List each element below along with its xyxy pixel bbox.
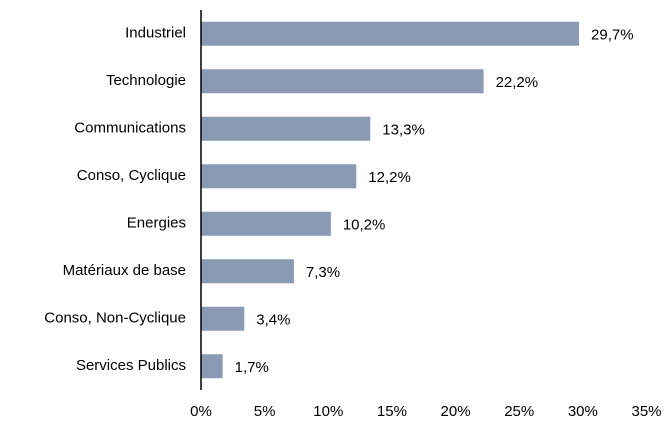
x-tick-label: 35% xyxy=(631,403,661,420)
value-label: 29,7% xyxy=(591,27,634,44)
bar xyxy=(201,69,484,94)
bar xyxy=(201,211,331,236)
value-label: 22,2% xyxy=(496,74,539,91)
value-label: 12,2% xyxy=(368,169,411,186)
value-label: 13,3% xyxy=(382,122,425,139)
value-label: 3,4% xyxy=(256,312,290,329)
y-tick-label: Services Publics xyxy=(76,357,186,374)
value-label: 10,2% xyxy=(343,217,386,234)
x-tick-label: 0% xyxy=(190,403,212,420)
y-tick-label: Technologie xyxy=(106,72,186,89)
value-label: 1,7% xyxy=(235,359,269,376)
x-tick-label: 15% xyxy=(377,403,407,420)
x-tick-label: 10% xyxy=(313,403,343,420)
x-tick-label: 20% xyxy=(441,403,471,420)
y-tick-label: Energies xyxy=(127,215,186,232)
y-tick-label: Communications xyxy=(74,120,186,137)
y-tick-label: Conso, Cyclique xyxy=(77,167,186,184)
value-label: 7,3% xyxy=(306,264,340,281)
bar xyxy=(201,259,294,284)
bar xyxy=(201,354,223,379)
x-tick-label: 25% xyxy=(504,403,534,420)
bar xyxy=(201,306,245,331)
y-tick-label: Industriel xyxy=(125,25,186,42)
x-tick-label: 30% xyxy=(568,403,598,420)
bar xyxy=(201,116,371,141)
bar xyxy=(201,164,357,189)
bar xyxy=(201,21,580,46)
y-tick-label: Conso, Non-Cyclique xyxy=(44,310,186,327)
y-tick-label: Matériaux de base xyxy=(63,262,186,279)
x-tick-label: 5% xyxy=(254,403,276,420)
